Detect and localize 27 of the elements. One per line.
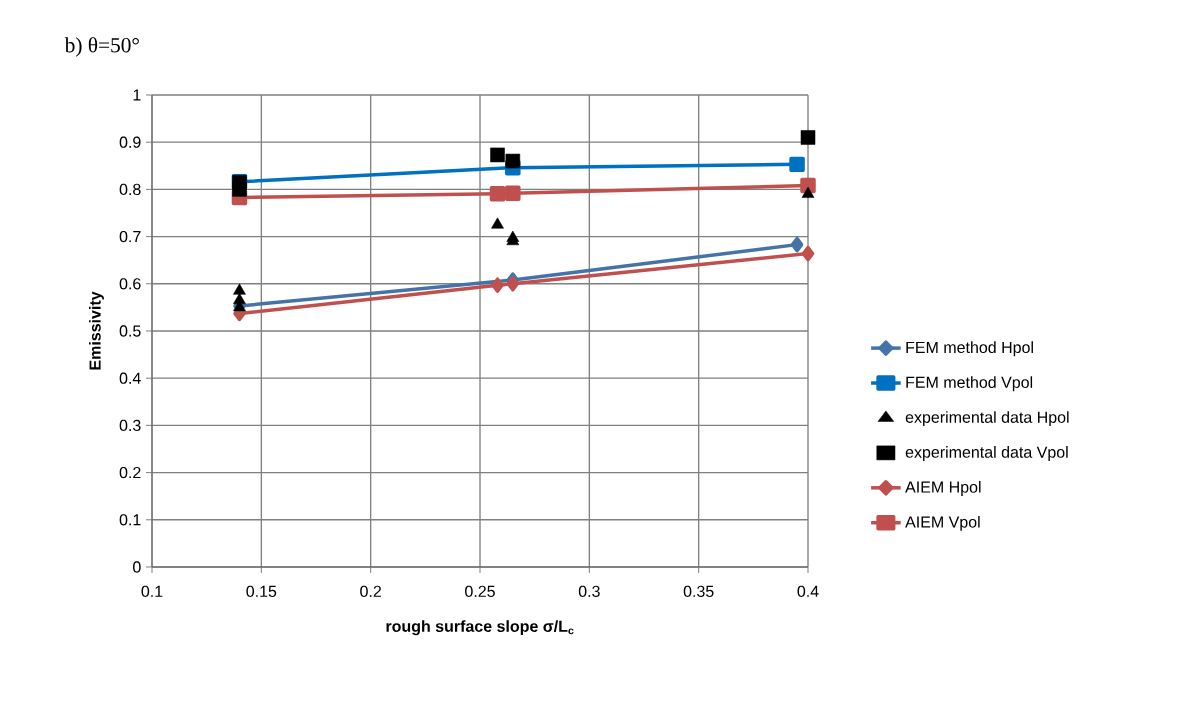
legend-label: FEM method Hpol <box>906 341 1033 357</box>
y-tick-label: 0.1 <box>119 514 141 526</box>
x-tick-label: 0.35 <box>683 585 714 598</box>
y-tick-label: 1 <box>133 89 141 101</box>
y-tick-label: 0.2 <box>119 466 141 479</box>
legend-label: AIEM Hpol <box>905 481 981 496</box>
legend-label: AIEM Vpol <box>905 515 980 531</box>
y-tick-label: 0.5 <box>119 325 141 337</box>
legend-label: experimental data Vpol <box>905 446 1068 461</box>
x-tick-label: 0.25 <box>465 585 495 598</box>
y-tick-label: 0.7 <box>119 230 141 243</box>
x-tick-label: 0.1 <box>141 585 163 598</box>
x-tick-label: 0.2 <box>360 585 381 598</box>
y-tick-label: 0.3 <box>119 419 141 432</box>
y-tick-label: 0.4 <box>119 372 141 384</box>
legend-label: FEM method Vpol <box>906 376 1033 392</box>
y-tick-label: 0.9 <box>119 136 141 148</box>
x-tick-label: 0.15 <box>246 585 277 598</box>
x-axis-title: rough surface slope σ/L$_{c}$ <box>386 620 574 636</box>
legend-label: experimental data Hpol <box>905 411 1069 427</box>
y-tick-label: 0.8 <box>119 183 141 196</box>
x-tick-label: 0.3 <box>578 585 600 598</box>
chart-title: b) θ=50° <box>64 37 139 57</box>
y-tick-label: 0.6 <box>119 278 141 290</box>
x-tick-label: 0.4 <box>797 585 819 598</box>
y-tick-label: 0 <box>133 561 141 573</box>
y-axis-title: Emissivity <box>89 291 104 370</box>
